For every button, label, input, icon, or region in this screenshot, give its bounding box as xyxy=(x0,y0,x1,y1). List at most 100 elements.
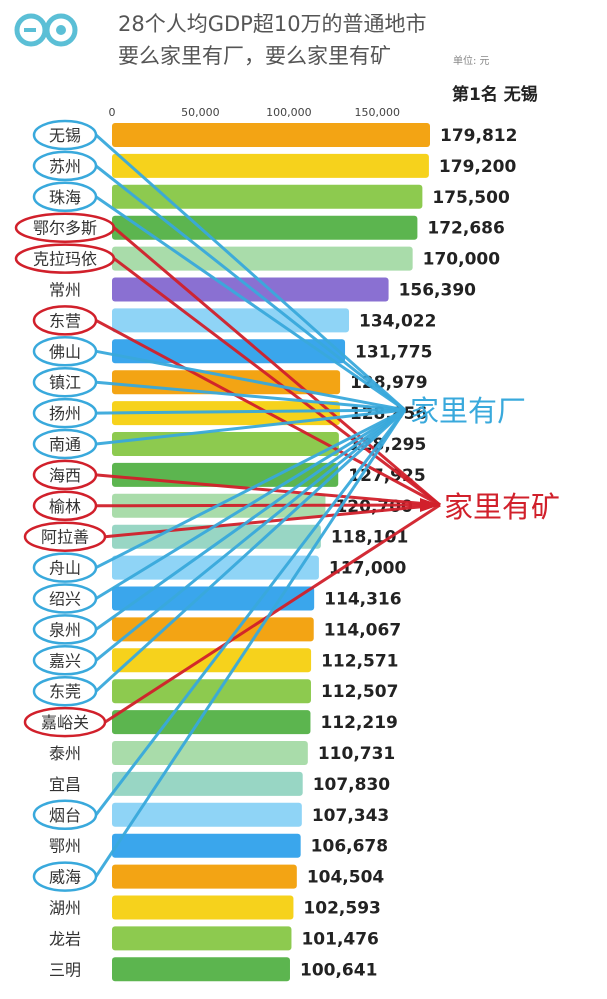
bar-南通 xyxy=(112,432,339,456)
factory-connector-line xyxy=(95,408,406,600)
bar-威海 xyxy=(112,864,297,889)
bar-珠海 xyxy=(112,184,423,209)
category-label: 龙岩 xyxy=(49,929,81,948)
bar-东营 xyxy=(112,308,350,333)
value-label: 106,678 xyxy=(311,837,388,857)
category-label: 威海 xyxy=(49,868,81,887)
value-label: 175,500 xyxy=(432,188,510,208)
bar-无锡 xyxy=(112,123,430,147)
category-label: 常州 xyxy=(49,281,81,300)
factory-connector-line xyxy=(94,408,407,693)
category-label: 东莞 xyxy=(49,682,81,701)
category-label: 鄂尔多斯 xyxy=(33,219,97,238)
value-label: 118,101 xyxy=(331,528,408,548)
category-label: 南通 xyxy=(49,435,81,454)
category-label: 三明 xyxy=(49,960,81,979)
value-label: 134,022 xyxy=(359,311,436,331)
rank-label: 第1名 无锡 xyxy=(452,85,538,105)
value-label: 107,343 xyxy=(312,806,389,826)
factory-connector-line xyxy=(95,164,406,412)
value-label: 172,686 xyxy=(427,219,504,239)
logo xyxy=(14,13,78,47)
mine-connector-line xyxy=(104,503,441,539)
bar-佛山 xyxy=(112,339,346,364)
value-label: 101,476 xyxy=(301,929,378,949)
value-label: 112,571 xyxy=(321,651,398,671)
value-label: 114,316 xyxy=(324,590,401,610)
bar-宜昌 xyxy=(112,771,303,796)
value-label: 114,067 xyxy=(324,620,401,640)
bar-三明 xyxy=(112,957,290,982)
factory-connector-line xyxy=(95,408,406,569)
factory-connector-line xyxy=(95,408,406,415)
category-label: 泰州 xyxy=(49,744,81,763)
arrow-icon xyxy=(420,498,440,512)
bar-鄂州 xyxy=(112,833,301,858)
factory-connector-line xyxy=(95,195,406,412)
category-label: 克拉玛依 xyxy=(33,250,97,269)
value-label: 156,390 xyxy=(399,281,477,301)
category-label: 鄂州 xyxy=(49,837,81,856)
chart-subtitle: 要么家里有厂，要么家里有矿 xyxy=(118,44,391,68)
value-label: 104,504 xyxy=(307,868,385,888)
value-label: 110,731 xyxy=(318,744,395,764)
bar-苏州 xyxy=(112,153,429,178)
value-label: 170,000 xyxy=(423,250,501,270)
category-label: 海西 xyxy=(49,466,81,485)
category-label: 阿拉善 xyxy=(41,528,89,547)
factory-connector-line xyxy=(94,409,407,878)
factory-connector-line xyxy=(95,408,406,631)
category-label: 湖州 xyxy=(49,899,81,918)
bar-龙岩 xyxy=(112,926,292,951)
bar-鄂尔多斯 xyxy=(112,215,418,240)
category-label: 无锡 xyxy=(49,126,81,145)
mine-connector-line xyxy=(113,226,441,507)
value-label: 102,593 xyxy=(303,899,380,919)
bar-烟台 xyxy=(112,802,302,827)
unit-label: 单位: 元 xyxy=(453,56,490,67)
value-label: 107,830 xyxy=(313,775,391,795)
x-tick-label: 50,000 xyxy=(181,106,220,119)
x-tick-label: 150,000 xyxy=(355,106,401,119)
mine-connector-line xyxy=(95,473,441,507)
factory-connector-line xyxy=(95,349,406,412)
category-label: 舟山 xyxy=(49,559,81,578)
category-label: 东营 xyxy=(49,311,81,330)
factory-annotation: 家里有厂 xyxy=(410,394,526,428)
category-label: 泉州 xyxy=(49,620,81,639)
category-label: 珠海 xyxy=(49,188,81,207)
value-label: 179,812 xyxy=(440,126,517,146)
category-label: 镇江 xyxy=(49,373,81,392)
factory-connector-line xyxy=(94,409,407,816)
category-label: 绍兴 xyxy=(49,590,81,609)
value-label: 131,775 xyxy=(355,342,432,362)
category-label: 扬州 xyxy=(49,404,81,423)
category-label: 佛山 xyxy=(49,342,81,361)
factory-connector-line xyxy=(95,408,406,662)
x-tick-label: 100,000 xyxy=(266,106,312,119)
category-label: 宜昌 xyxy=(49,775,81,794)
value-label: 179,200 xyxy=(439,157,517,177)
bar-嘉兴 xyxy=(112,648,312,673)
mine-annotation: 家里有矿 xyxy=(444,490,560,524)
chart-title: 28个人均GDP超10万的普通地市 xyxy=(118,12,427,36)
mine-connector-line xyxy=(113,257,441,507)
category-label: 烟台 xyxy=(49,806,81,825)
bar-湖州 xyxy=(112,895,294,920)
factory-connector-line xyxy=(95,133,406,412)
factory-connector-line xyxy=(95,380,406,412)
bar-舟山 xyxy=(112,555,319,580)
mine-connector-line xyxy=(104,503,441,724)
value-label: 100,641 xyxy=(300,960,377,980)
bar-嘉峪关 xyxy=(112,710,311,735)
value-label: 112,507 xyxy=(321,682,398,702)
bar-克拉玛依 xyxy=(112,246,413,271)
category-label: 苏州 xyxy=(49,157,81,176)
value-label: 112,219 xyxy=(320,713,397,733)
factory-connector-line xyxy=(95,408,406,446)
category-label: 榆林 xyxy=(49,497,81,516)
bar-泰州 xyxy=(112,741,308,765)
category-label: 嘉兴 xyxy=(49,651,81,670)
